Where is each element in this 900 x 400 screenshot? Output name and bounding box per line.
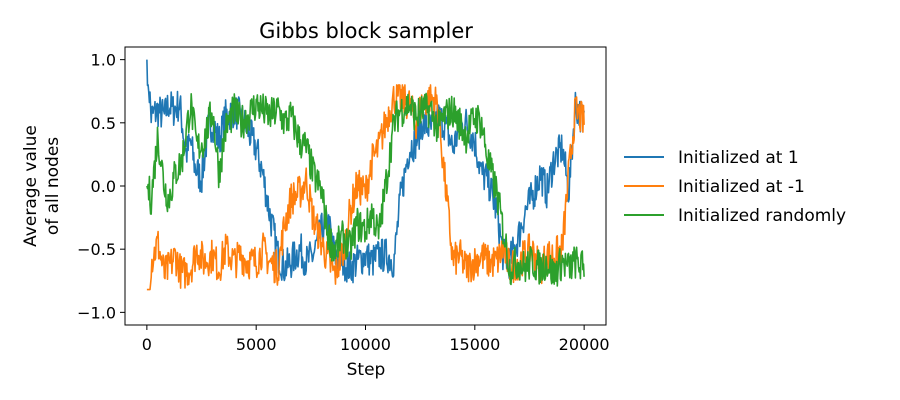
x-tick-label: 20000 [559,335,610,354]
legend-label-1: Initialized at 1 [678,148,799,168]
x-tick-label: 10000 [340,335,391,354]
y-tick-label: −0.5 [77,240,116,259]
x-tick-label: 0 [142,335,152,354]
legend-label-2: Initialized at -1 [678,177,805,197]
y-axis-label-line-2: of all nodes [43,137,63,235]
x-tick-label: 15000 [449,335,500,354]
y-axis: −1.0 −0.5 0.0 0.5 1.0 [77,51,125,322]
x-tick-label: 5000 [236,335,277,354]
y-axis-label: Average value of all nodes [21,125,63,247]
x-axis: 0 5000 10000 15000 20000 [142,325,610,354]
y-tick-label: 0.0 [91,177,116,196]
x-axis-label: Step [347,360,386,380]
y-tick-label: 1.0 [91,51,116,70]
chart-title: Gibbs block sampler [259,19,473,43]
y-tick-label: 0.5 [91,114,116,133]
series-line-3 [146,92,585,287]
y-axis-label-line-1: Average value [21,125,41,247]
y-tick-label: −1.0 [77,303,116,322]
legend: Initialized at 1 Initialized at -1 Initial… [624,148,846,226]
plot-lines [146,59,585,291]
legend-label-3: Initialized randomly [678,206,846,226]
series-line-1 [146,59,585,284]
